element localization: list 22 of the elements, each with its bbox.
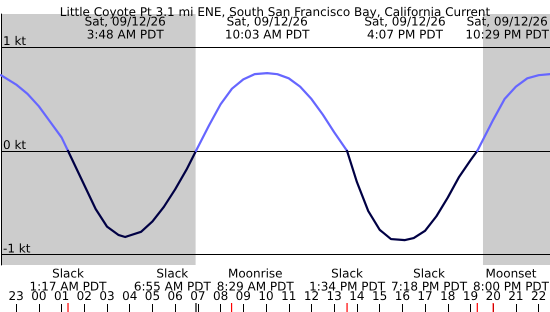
x-tick-label: 14: [349, 289, 365, 303]
x-tick-label: 21: [508, 289, 524, 303]
x-tick-label: 12: [304, 289, 320, 303]
x-tick-label: 18: [440, 289, 456, 303]
x-tick-label: 15: [372, 289, 388, 303]
y-tick-label: -1 kt: [3, 242, 31, 256]
x-tick-label: 00: [31, 289, 47, 303]
y-tick-label: 0 kt: [3, 138, 26, 152]
x-tick-label: 03: [99, 289, 115, 303]
x-tick-label: 01: [54, 289, 70, 303]
x-tick-label: 04: [122, 289, 138, 303]
x-tick-label: 13: [326, 289, 342, 303]
x-tick-label: 17: [417, 289, 433, 303]
x-tick-label: 02: [76, 289, 92, 303]
x-tick-label: 11: [281, 289, 296, 303]
x-tick-label: 10: [258, 289, 274, 303]
x-tick-label: 16: [394, 289, 410, 303]
x-tick-label: 22: [531, 289, 546, 303]
x-tick-label: 23: [8, 289, 24, 303]
y-tick-label: 1 kt: [3, 34, 26, 48]
x-tick-label: 07: [190, 289, 206, 303]
x-tick-label: 06: [168, 289, 183, 303]
